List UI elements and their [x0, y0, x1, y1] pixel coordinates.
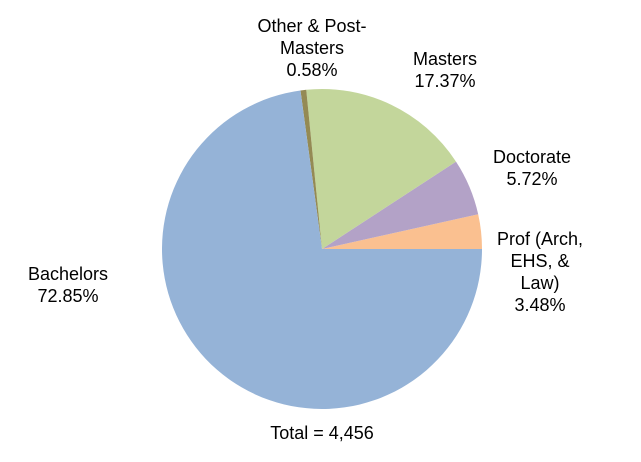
slice-name: Doctorate — [492, 147, 572, 167]
slice-value: 5.72% — [506, 169, 558, 189]
pie-slice — [322, 214, 482, 249]
slice-value: 72.85% — [37, 286, 99, 306]
slice-name: Masters — [412, 49, 477, 69]
total-annotation: Total = 4,456 — [270, 423, 374, 443]
slice-value: 0.58% — [286, 60, 338, 80]
slice-name: Prof (Arch, EHS, & Law) — [496, 229, 584, 293]
slice-value: 3.48% — [514, 295, 566, 315]
slice-label: Bachelors 72.85% — [8, 263, 128, 307]
slice-value: 17.37% — [414, 71, 476, 91]
slice-name: Bachelors — [27, 264, 109, 284]
slice-label: Prof (Arch, EHS, & Law) 3.48% — [490, 228, 590, 316]
pie-slice — [306, 89, 457, 250]
slice-label: Masters 17.37% — [385, 48, 505, 92]
slice-label: Other & Post-Masters 0.58% — [247, 15, 377, 81]
pie-slice — [162, 90, 482, 410]
pie-slice — [322, 161, 479, 249]
slice-name: Other & Post-Masters — [257, 16, 367, 58]
slice-label: Doctorate 5.72% — [472, 146, 592, 190]
pie-slice — [300, 89, 322, 249]
